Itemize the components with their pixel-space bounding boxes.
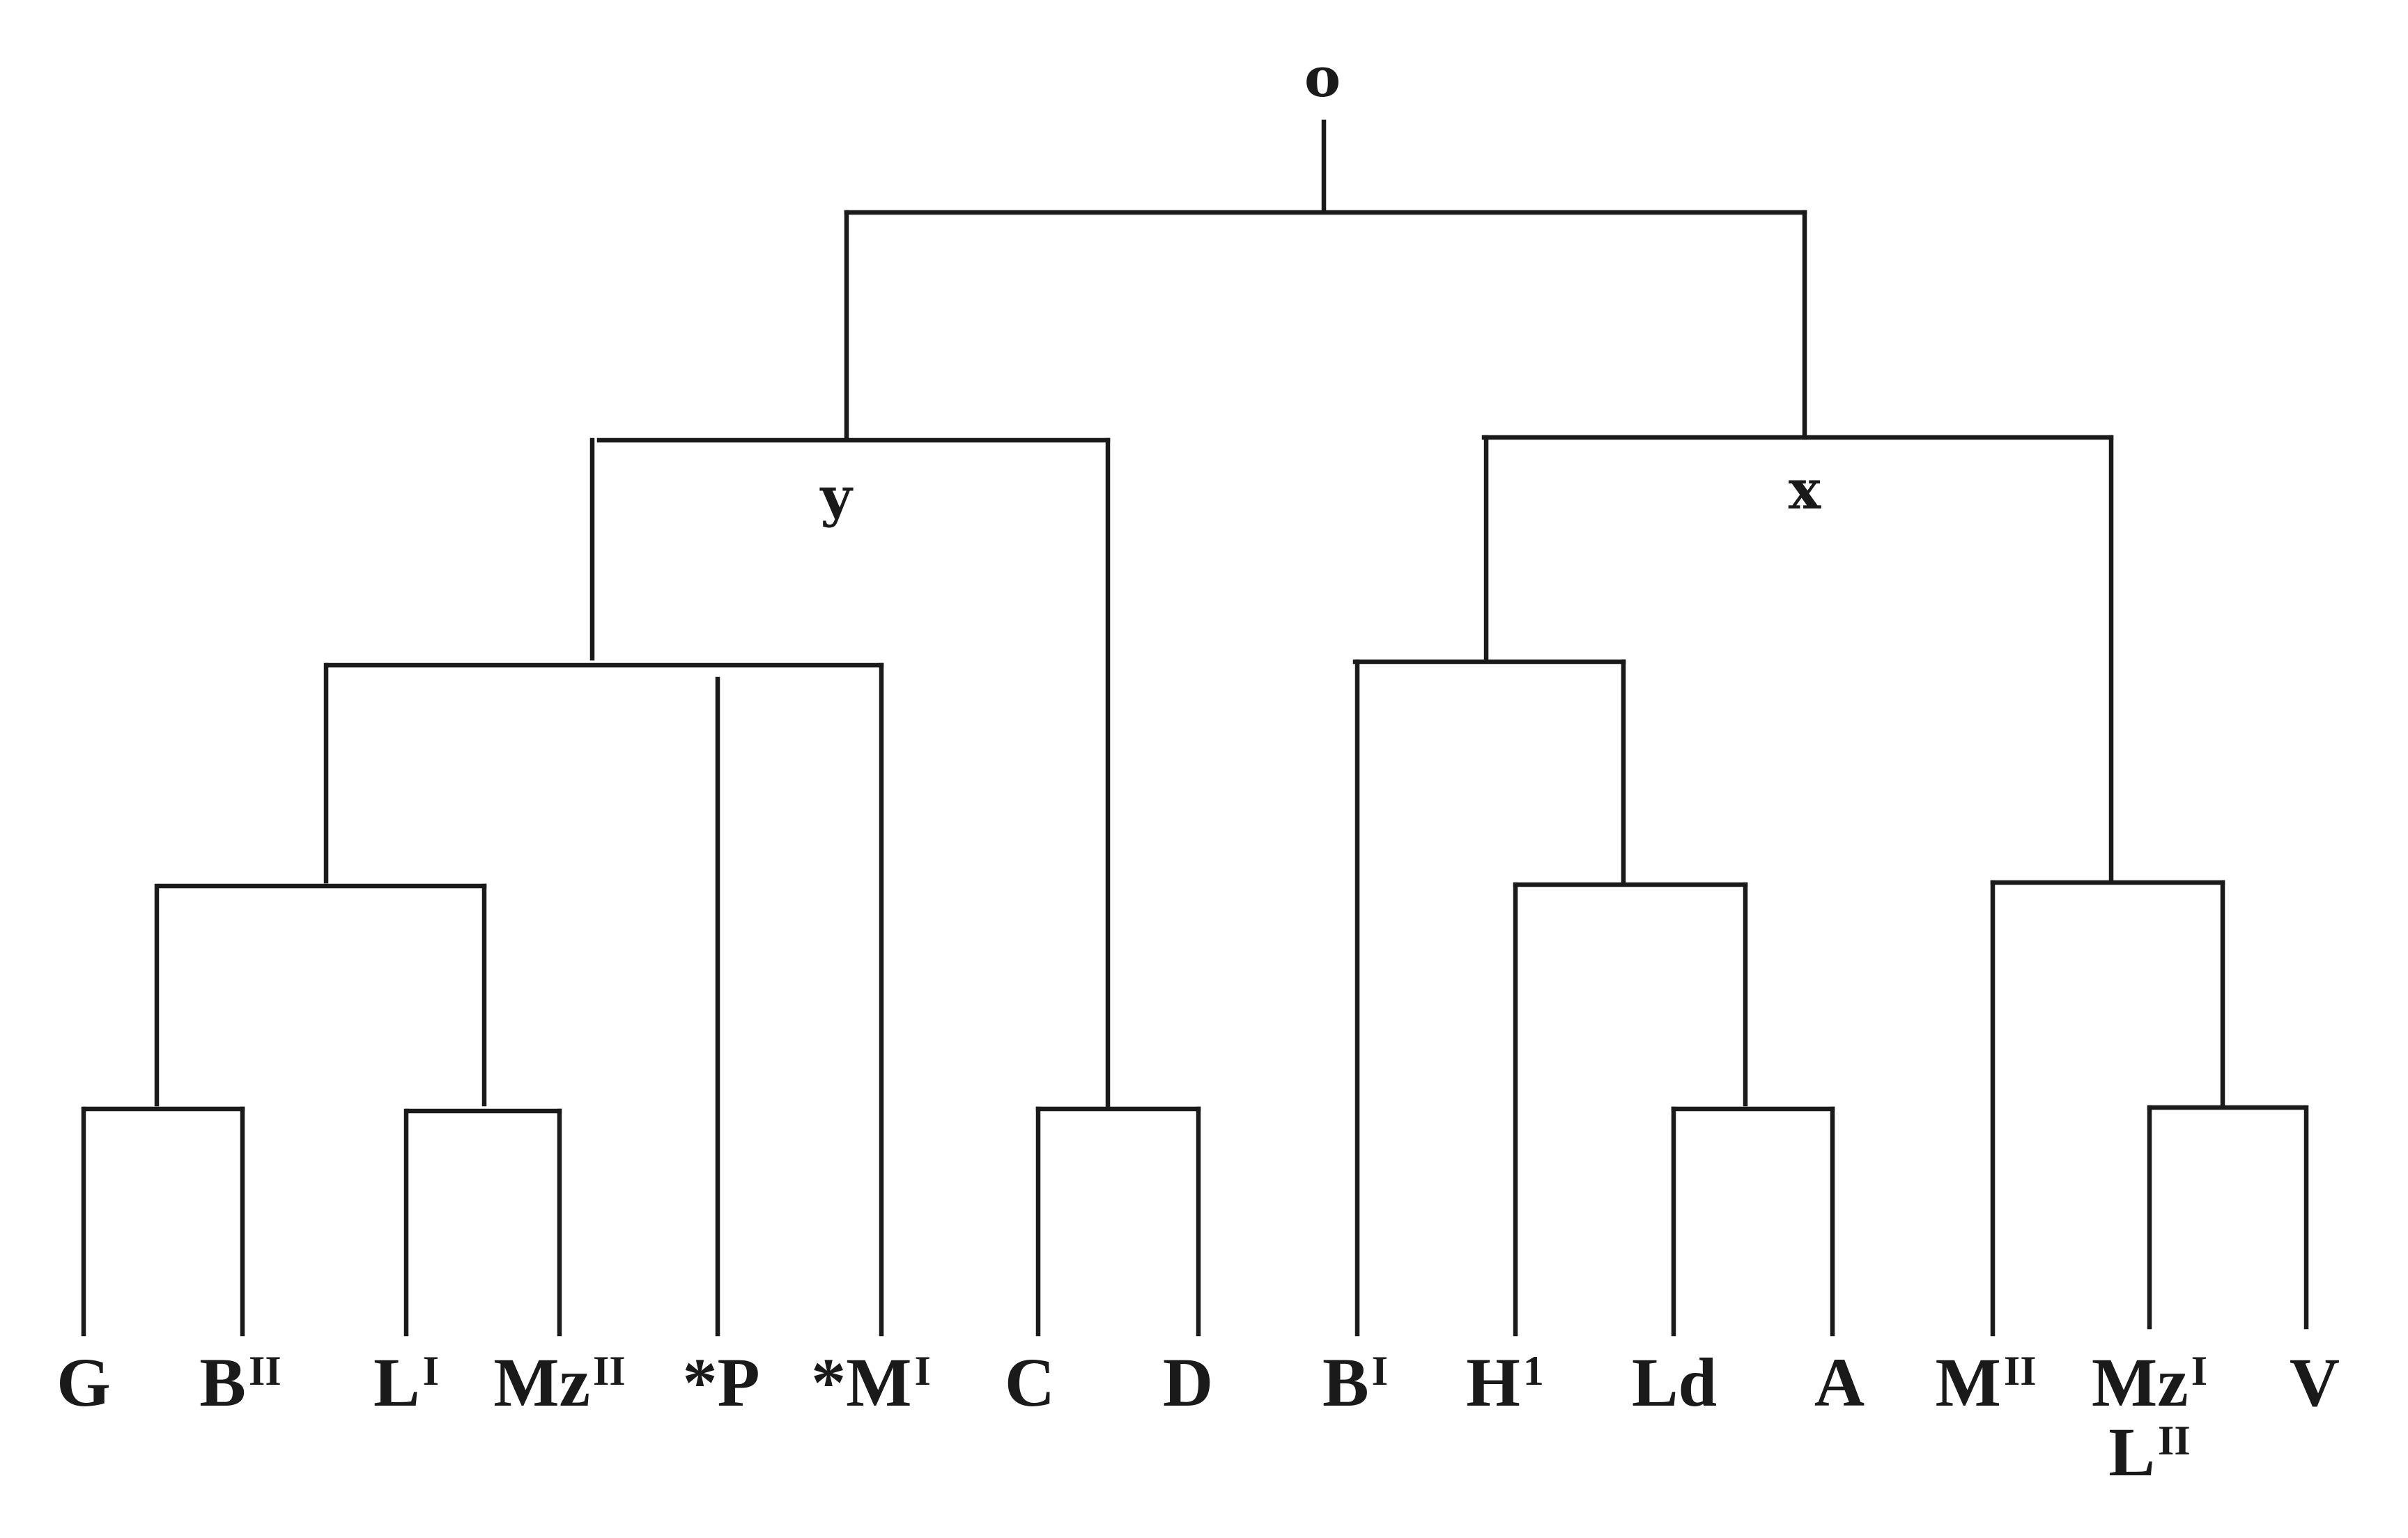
witness-label-l2: LII [2108,1413,2190,1491]
witness-label-b1: BI [1322,1344,1388,1421]
root-label: o [1304,46,1341,109]
witness-label-l1: LI [373,1344,439,1421]
witness-label-b2: BII [199,1344,281,1421]
witness-label-mz2: MzII [493,1344,625,1421]
witness-label-c: C [1005,1344,1055,1421]
witness-label-a: A [1814,1344,1865,1421]
branch-y-label: y [819,465,854,529]
branch-x-label: x [1789,458,1822,522]
tree-edges [81,119,2309,1337]
witness-label-v: V [2290,1344,2340,1421]
witness-label-mz1: MzI [2092,1344,2207,1421]
witness-label-p: *P [682,1344,759,1421]
witness-label-d: D [1163,1344,1213,1421]
witness-label-g: G [56,1344,111,1421]
witness-labels: G BII LI MzII *P *MI C D BI H1 Ld A MII MzI V LII [56,1344,2340,1491]
witness-label-m1: *MI [811,1344,931,1421]
witness-label-m2: MII [1935,1344,2036,1421]
witness-label-h1: H1 [1466,1344,1544,1421]
witness-label-ld: Ld [1632,1344,1717,1421]
